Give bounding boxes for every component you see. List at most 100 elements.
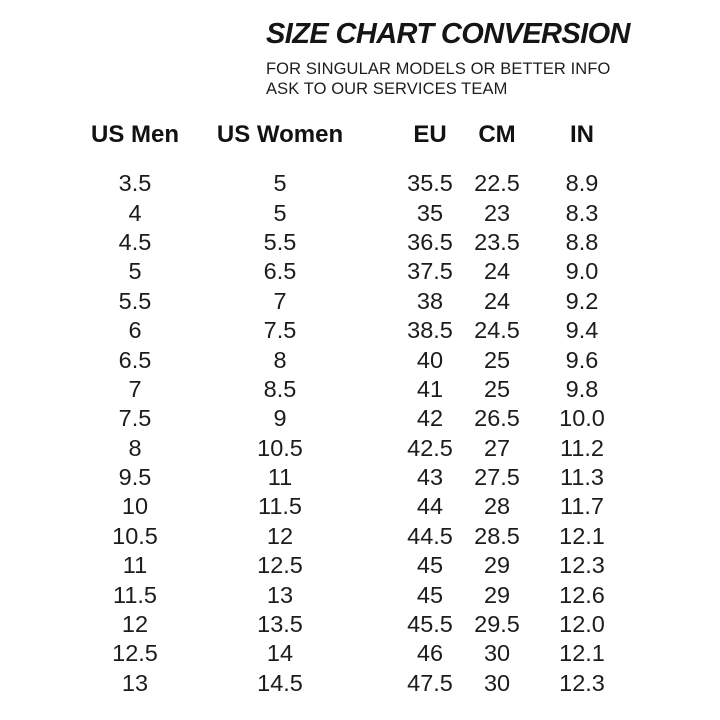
- cell-cm: 22.5: [474, 170, 520, 197]
- subtitle-line-1: FOR SINGULAR MODELS OR BETTER INFO: [266, 60, 611, 78]
- cell-cm: 28: [483, 493, 511, 520]
- column-header-us-men: US Men: [90, 121, 179, 148]
- table-row: 3.5 5 35.5 22.5 8.9: [82, 169, 658, 198]
- cell-in: 8.3: [565, 199, 599, 226]
- cell-eu: 41: [416, 375, 444, 402]
- cell-cm: 24: [483, 258, 511, 285]
- cell-eu: 42: [416, 405, 444, 432]
- table-row: 10 11.5 44 28 11.7: [82, 492, 658, 521]
- cell-in: 11.7: [560, 493, 604, 520]
- cell-in: 10.0: [559, 405, 605, 432]
- cell-eu: 35.5: [407, 170, 453, 197]
- cell-eu: 38: [416, 287, 444, 314]
- cell-cm: 29: [483, 552, 511, 579]
- cell-in: 9.0: [565, 258, 599, 285]
- cell-eu: 47.5: [407, 669, 453, 696]
- cell-us-men: 3.5: [118, 170, 152, 197]
- cell-cm: 27: [483, 434, 511, 461]
- cell-us-men: 7.5: [118, 405, 152, 432]
- cell-in: 9.6: [565, 346, 599, 373]
- column-header-cm: CM: [478, 121, 516, 148]
- page-subtitle: FOR SINGULAR MODELS OR BETTER INFO ASK T…: [266, 59, 686, 99]
- page-title: SIZE CHART CONVERSION: [266, 18, 631, 50]
- cell-eu: 37.5: [407, 258, 453, 285]
- size-conversion-table: US Men US Women EU CM IN 3.5 5 35.5 22.5…: [82, 120, 658, 698]
- cell-us-men: 7: [128, 375, 142, 402]
- cell-eu: 45: [416, 552, 444, 579]
- title-block: SIZE CHART CONVERSION FOR SINGULAR MODEL…: [266, 18, 686, 99]
- cell-eu: 42.5: [407, 434, 453, 461]
- cell-cm: 24: [483, 287, 511, 314]
- cell-us-women: 12: [266, 522, 294, 549]
- table-row: 12.5 14 46 30 12.1: [82, 639, 658, 668]
- cell-us-men: 12.5: [112, 640, 158, 667]
- cell-eu: 43: [416, 464, 444, 491]
- cell-us-women: 5: [273, 199, 287, 226]
- table-row: 4 5 35 23 8.3: [82, 198, 658, 227]
- cell-in: 12.1: [559, 522, 605, 549]
- cell-cm: 29.5: [474, 611, 520, 638]
- table-row: 6 7.5 38.5 24.5 9.4: [82, 316, 658, 345]
- cell-us-women: 13.5: [257, 611, 303, 638]
- cell-us-women: 11.5: [258, 493, 302, 520]
- cell-eu: 35: [416, 199, 444, 226]
- cell-cm: 29: [483, 581, 511, 608]
- cell-us-men: 11: [122, 552, 148, 579]
- subtitle-line-2: ASK TO OUR SERVICES TEAM: [266, 80, 508, 98]
- cell-us-men: 6.5: [118, 346, 152, 373]
- column-header-eu: EU: [413, 121, 447, 148]
- cell-cm: 25: [483, 346, 511, 373]
- cell-us-men: 9.5: [118, 464, 152, 491]
- cell-cm: 25: [483, 375, 511, 402]
- cell-eu: 38.5: [407, 317, 453, 344]
- table-row: 4.5 5.5 36.5 23.5 8.8: [82, 228, 658, 257]
- cell-us-women: 5.5: [263, 228, 297, 255]
- column-header-in: IN: [570, 121, 594, 148]
- cell-eu: 40: [416, 346, 444, 373]
- cell-us-women: 8.5: [263, 375, 297, 402]
- cell-cm: 27.5: [474, 464, 520, 491]
- cell-us-women: 5: [273, 170, 287, 197]
- cell-us-men: 10: [121, 493, 149, 520]
- cell-in: 9.8: [565, 375, 599, 402]
- table-row: 9.5 11 43 27.5 11.3: [82, 463, 658, 492]
- table-row: 5 6.5 37.5 24 9.0: [82, 257, 658, 286]
- cell-in: 11.3: [560, 464, 604, 491]
- cell-eu: 45.5: [407, 611, 453, 638]
- cell-us-women: 7.5: [263, 317, 297, 344]
- cell-us-men: 8: [128, 434, 142, 461]
- cell-eu: 44: [416, 493, 444, 520]
- cell-cm: 24.5: [474, 317, 520, 344]
- cell-us-women: 6.5: [263, 258, 297, 285]
- cell-eu: 44.5: [407, 522, 453, 549]
- cell-cm: 30: [483, 669, 511, 696]
- table-row: 5.5 7 38 24 9.2: [82, 287, 658, 316]
- cell-us-men: 6: [128, 317, 142, 344]
- cell-cm: 23.5: [474, 228, 520, 255]
- cell-us-women: 7: [273, 287, 287, 314]
- cell-us-women: 10.5: [257, 434, 303, 461]
- table-row: 11 12.5 45 29 12.3: [82, 551, 658, 580]
- cell-in: 12.3: [559, 552, 605, 579]
- cell-us-women: 9: [273, 405, 287, 432]
- cell-cm: 30: [483, 640, 511, 667]
- table-row: 11.5 13 45 29 12.6: [82, 580, 658, 609]
- cell-in: 12.1: [559, 640, 605, 667]
- cell-us-women: 14: [266, 640, 294, 667]
- table-row: 13 14.5 47.5 30 12.3: [82, 669, 658, 698]
- cell-in: 12.3: [559, 669, 605, 696]
- cell-us-women: 8: [273, 346, 287, 373]
- cell-us-men: 10.5: [112, 522, 158, 549]
- table-row: 12 13.5 45.5 29.5 12.0: [82, 610, 658, 639]
- cell-cm: 23: [483, 199, 511, 226]
- cell-us-men: 5.5: [118, 287, 152, 314]
- table-row: 8 10.5 42.5 27 11.2: [82, 434, 658, 463]
- table-row: 7 8.5 41 25 9.8: [82, 375, 658, 404]
- cell-in: 9.4: [565, 317, 599, 344]
- cell-cm: 28.5: [474, 522, 520, 549]
- cell-us-men: 12: [121, 611, 149, 638]
- cell-in: 11.2: [560, 434, 604, 461]
- cell-eu: 46: [416, 640, 444, 667]
- table-row: 10.5 12 44.5 28.5 12.1: [82, 522, 658, 551]
- cell-us-women: 12.5: [257, 552, 303, 579]
